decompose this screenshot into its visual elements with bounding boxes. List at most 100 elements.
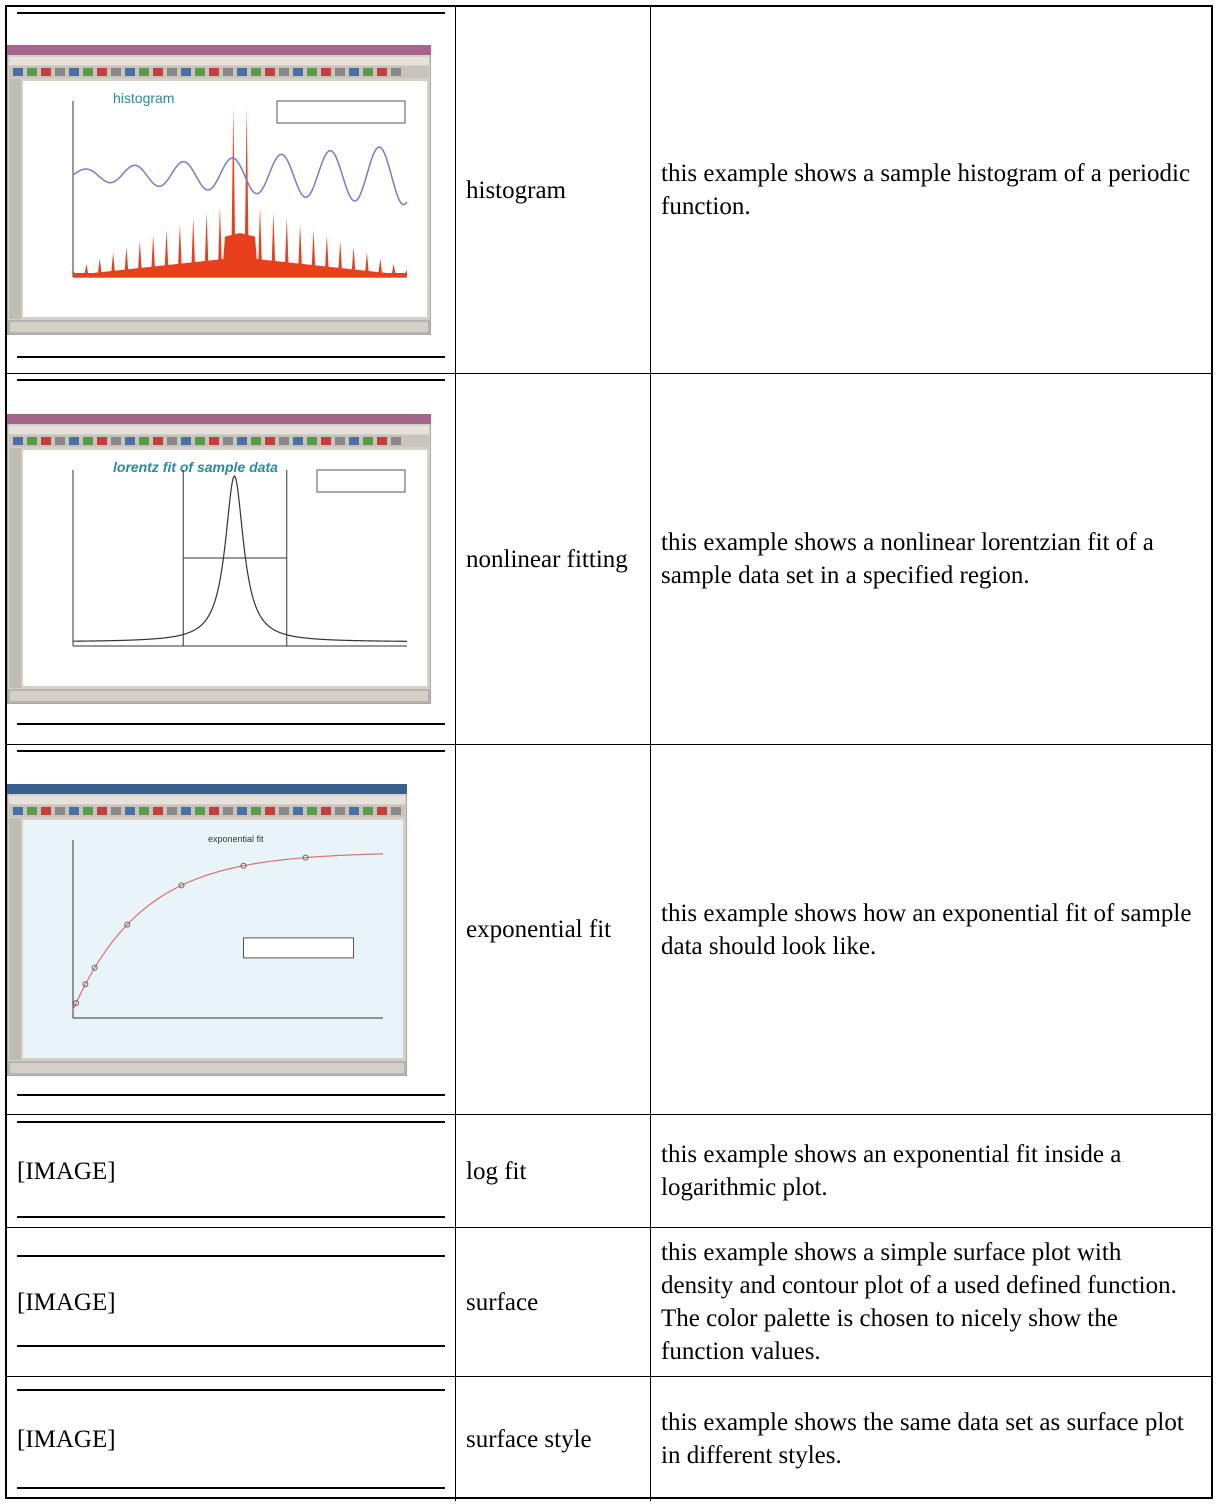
table-row: [IMAGE] surface this example shows a simpl… bbox=[7, 1228, 1211, 1377]
tool-icon bbox=[307, 806, 317, 815]
tool-icon bbox=[391, 68, 401, 76]
tool-icon bbox=[55, 806, 65, 815]
data-point bbox=[91, 964, 98, 971]
example-name: exponential fit bbox=[456, 745, 651, 1114]
image-cell: histogram bbox=[7, 7, 456, 373]
legend-box bbox=[243, 936, 354, 958]
rule bbox=[17, 723, 445, 725]
data-point bbox=[302, 854, 309, 861]
tool-icon bbox=[293, 437, 303, 445]
status-bar bbox=[8, 1061, 406, 1074]
tool-icon bbox=[237, 437, 247, 445]
rule bbox=[17, 750, 445, 752]
example-name: histogram bbox=[456, 7, 651, 373]
plot-title: lorentz fit of sample data bbox=[113, 459, 278, 475]
tool-icon bbox=[97, 437, 107, 445]
tool-icon bbox=[27, 806, 37, 815]
tool-icon bbox=[139, 437, 149, 445]
tool-icon bbox=[83, 437, 93, 445]
tool-icon bbox=[321, 68, 331, 76]
tool-icon bbox=[363, 806, 373, 815]
rule bbox=[17, 1216, 445, 1218]
tool-icon bbox=[125, 68, 135, 76]
image-cell: exponential fit bbox=[7, 745, 456, 1114]
tool-icon bbox=[363, 68, 373, 76]
tool-icon bbox=[83, 68, 93, 76]
tool-icon bbox=[181, 806, 191, 815]
tool-icon bbox=[55, 68, 65, 76]
tool-icon bbox=[195, 806, 205, 815]
tool-icon bbox=[321, 806, 331, 815]
tool-icon bbox=[307, 68, 317, 76]
tool-icon bbox=[41, 68, 51, 76]
tool-icon bbox=[223, 806, 233, 815]
data-point bbox=[82, 980, 89, 987]
toolbar bbox=[9, 804, 405, 817]
tool-icon bbox=[251, 806, 261, 815]
tool-icon bbox=[125, 806, 135, 815]
rule bbox=[17, 1487, 445, 1489]
tool-icon bbox=[195, 68, 205, 76]
example-description: this example shows how an exponential fi… bbox=[661, 899, 1192, 960]
tool-icon bbox=[265, 806, 275, 815]
tool-icon bbox=[41, 437, 51, 445]
menu-bar bbox=[9, 57, 429, 65]
table-row: exponential fit exponential fit this examp… bbox=[7, 745, 1211, 1115]
tool-icon bbox=[377, 806, 387, 815]
tool-icon bbox=[13, 68, 23, 76]
tool-icon bbox=[251, 437, 261, 445]
examples-table: histogram histogram this example shows a s… bbox=[5, 5, 1213, 1501]
data-point bbox=[240, 862, 247, 869]
tool-icon bbox=[209, 68, 219, 76]
title-bar bbox=[7, 414, 431, 424]
image-placeholder: [IMAGE] bbox=[17, 1425, 116, 1453]
tool-icon bbox=[279, 437, 289, 445]
tool-icon bbox=[125, 437, 135, 445]
table-row: lorentz fit of sample data nonlinear fitt… bbox=[7, 374, 1211, 745]
example-description: this example shows a simple surface plot… bbox=[661, 1239, 1177, 1365]
tool-icon bbox=[279, 68, 289, 76]
tool-icon bbox=[391, 437, 401, 445]
example-name: nonlinear fitting bbox=[456, 374, 651, 744]
tool-icon bbox=[349, 437, 359, 445]
tool-icon bbox=[153, 437, 163, 445]
image-placeholder: [IMAGE] bbox=[17, 1157, 116, 1185]
side-toolbar bbox=[9, 817, 21, 1060]
plot-title: exponential fit bbox=[208, 834, 264, 844]
data-point bbox=[124, 921, 131, 928]
tool-icon bbox=[69, 68, 79, 76]
tool-icon bbox=[139, 806, 149, 815]
image-cell: [IMAGE] bbox=[7, 1377, 456, 1501]
tool-icon bbox=[237, 806, 247, 815]
tool-icon bbox=[265, 437, 275, 445]
tool-icon bbox=[27, 437, 37, 445]
tool-icon bbox=[69, 806, 79, 815]
screenshot-thumbnail: histogram bbox=[7, 45, 431, 335]
example-description: this example shows a sample histogram of… bbox=[661, 160, 1191, 220]
tool-icon bbox=[167, 437, 177, 445]
example-name: surface style bbox=[456, 1377, 651, 1501]
data-point bbox=[73, 999, 80, 1006]
tool-icon bbox=[363, 437, 373, 445]
sine-curve bbox=[72, 146, 408, 206]
table-row: histogram histogram this example shows a s… bbox=[7, 7, 1211, 374]
rule bbox=[17, 1094, 445, 1096]
example-description: this example shows a nonlinear lorentzia… bbox=[661, 529, 1154, 589]
tool-icon bbox=[335, 437, 345, 445]
tool-icon bbox=[13, 806, 23, 815]
side-toolbar bbox=[9, 79, 21, 319]
tool-icon bbox=[69, 437, 79, 445]
status-bar bbox=[8, 689, 430, 703]
screenshot-thumbnail: lorentz fit of sample data bbox=[7, 414, 431, 704]
title-bar bbox=[7, 45, 431, 55]
example-description: this example shows an exponential fit in… bbox=[661, 1141, 1122, 1201]
menu-bar bbox=[9, 795, 405, 804]
menu-bar bbox=[9, 426, 429, 434]
tool-icon bbox=[279, 806, 289, 815]
tool-icon bbox=[265, 68, 275, 76]
tool-icon bbox=[153, 806, 163, 815]
tool-icon bbox=[13, 437, 23, 445]
tool-icon bbox=[251, 68, 261, 76]
rule bbox=[17, 12, 445, 14]
rule bbox=[17, 1389, 445, 1391]
